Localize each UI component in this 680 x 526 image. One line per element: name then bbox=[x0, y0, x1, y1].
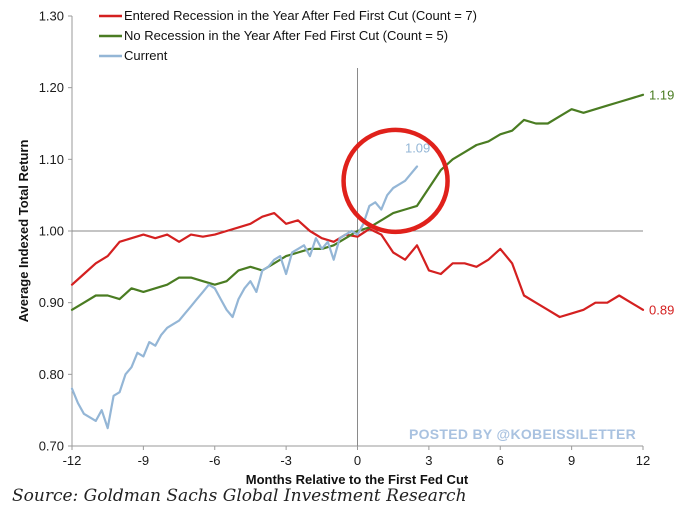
y-axis-title: Average Indexed Total Return bbox=[16, 140, 31, 323]
y-tick-label: 1.10 bbox=[39, 152, 64, 167]
x-axis-title: Months Relative to the First Fed Cut bbox=[246, 472, 469, 487]
x-tick-label: 0 bbox=[354, 453, 361, 468]
y-tick-label: 0.90 bbox=[39, 295, 64, 310]
x-tick-label: 9 bbox=[568, 453, 575, 468]
series-end-label-3: 1.09 bbox=[405, 141, 430, 156]
y-tick-label: 0.80 bbox=[39, 367, 64, 382]
series-line-1 bbox=[70, 212, 645, 319]
series-end-label-2: 1.19 bbox=[649, 87, 674, 102]
x-tick-label: 12 bbox=[636, 453, 650, 468]
series-end-label-1: 0.89 bbox=[649, 302, 674, 317]
y-tick-label: 1.20 bbox=[39, 80, 64, 95]
highlight-circle bbox=[341, 127, 450, 235]
x-tick-label: -9 bbox=[138, 453, 150, 468]
series-line-3 bbox=[70, 165, 419, 430]
x-tick-label: -3 bbox=[280, 453, 292, 468]
x-tick-label: -6 bbox=[209, 453, 221, 468]
series-layer bbox=[70, 93, 645, 430]
y-tick-label: 1.30 bbox=[39, 9, 64, 24]
series-end-labels: 0.89 1.19 1.09 bbox=[405, 87, 674, 317]
legend: Entered Recession in the Year After Fed … bbox=[99, 8, 477, 63]
annotations bbox=[341, 127, 450, 235]
watermark: POSTED BY @KOBEISSILETTER bbox=[409, 426, 636, 442]
y-tick-label: 1.00 bbox=[39, 224, 64, 239]
x-tick-label: -12 bbox=[63, 453, 82, 468]
x-axis-ticks: -12 -9 -6 -3 0 3 6 9 12 bbox=[63, 446, 650, 468]
legend-label-2: No Recession in the Year After Fed First… bbox=[124, 28, 448, 43]
y-axis-ticks: 0.70 0.80 0.90 1.00 1.10 1.20 1.30 bbox=[39, 9, 72, 454]
series-line-2 bbox=[70, 93, 645, 311]
legend-label-3: Current bbox=[124, 48, 168, 63]
source-caption: Source: Goldman Sachs Global Investment … bbox=[12, 486, 467, 506]
legend-label-1: Entered Recession in the Year After Fed … bbox=[124, 8, 477, 23]
x-tick-label: 3 bbox=[425, 453, 432, 468]
x-tick-label: 6 bbox=[497, 453, 504, 468]
y-tick-label: 0.70 bbox=[39, 439, 64, 454]
